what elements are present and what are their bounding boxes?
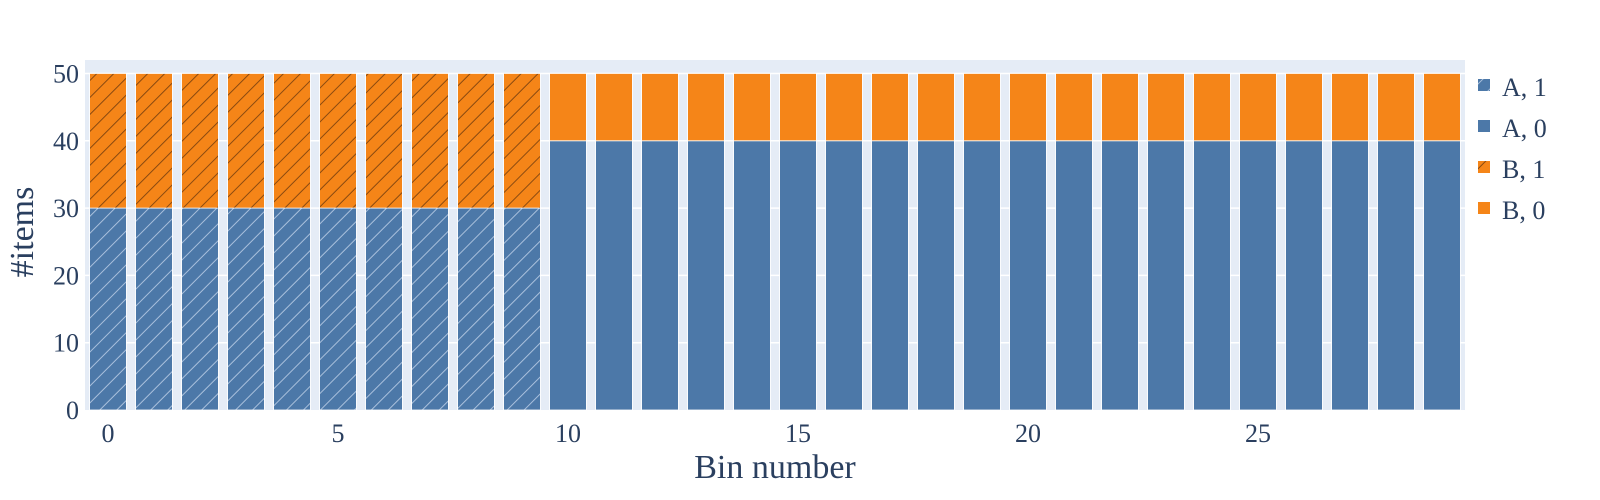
bar-segment: [917, 140, 955, 411]
legend-swatch: [1478, 120, 1490, 132]
bar-segment: [1239, 140, 1277, 411]
bar-segment: [273, 73, 311, 209]
bar-segment: [89, 207, 127, 411]
bar-segment: [227, 207, 265, 411]
bar-segment: [1147, 140, 1185, 411]
y-gridlines: [85, 72, 1465, 344]
bar-segment: [1377, 140, 1415, 411]
x-tick-label: 0: [102, 419, 115, 448]
x-tick-label: 10: [555, 419, 581, 448]
bar-segment: [1055, 73, 1093, 142]
bar-segment: [1285, 140, 1323, 411]
bar-segment: [549, 140, 587, 411]
bar-segment: [687, 73, 725, 142]
bars-group: [89, 73, 1461, 411]
bar-segment: [825, 73, 863, 142]
legend: A, 1 A, 0 B, 1 B, 0: [1478, 73, 1547, 225]
bar-segment: [779, 140, 817, 411]
bar-segment: [319, 207, 357, 411]
bar-segment: [89, 73, 127, 209]
bar-segment: [319, 73, 357, 209]
legend-label: B, 1: [1502, 155, 1545, 184]
bar-segment: [779, 73, 817, 142]
bar-segment: [411, 207, 449, 411]
legend-label: A, 1: [1502, 73, 1547, 102]
bar-segment: [1331, 73, 1369, 142]
bar-segment: [1423, 73, 1461, 142]
bar-segment: [687, 140, 725, 411]
bar-segment: [871, 140, 909, 411]
y-axis-title: #items: [4, 187, 41, 278]
bar-segment: [733, 73, 771, 142]
bar-segment: [871, 73, 909, 142]
bar-segment: [825, 140, 863, 411]
legend-item[interactable]: A, 0: [1478, 114, 1547, 143]
y-tick-label: 0: [66, 396, 79, 425]
legend-swatch: [1478, 161, 1490, 173]
bar-segment: [733, 140, 771, 411]
bar-segment: [1147, 73, 1185, 142]
x-tick-label: 5: [332, 419, 345, 448]
bar-segment: [641, 73, 679, 142]
bar-segment: [135, 73, 173, 209]
bar-segment: [549, 73, 587, 142]
bar-segment: [963, 73, 1001, 142]
y-tick-label: 30: [53, 194, 79, 223]
legend-item[interactable]: B, 0: [1478, 196, 1545, 225]
bar-segment: [917, 73, 955, 142]
legend-label: A, 0: [1502, 114, 1547, 143]
legend-item[interactable]: A, 1: [1478, 73, 1547, 102]
x-tick-label: 25: [1245, 419, 1271, 448]
legend-label: B, 0: [1502, 196, 1545, 225]
bar-segment: [1193, 140, 1231, 411]
bar-segment: [1193, 73, 1231, 142]
y-tick-label: 20: [53, 261, 79, 290]
bar-segment: [1423, 140, 1461, 411]
bar-segment: [227, 73, 265, 209]
y-tick-label: 10: [53, 329, 79, 358]
bar-segment: [1009, 73, 1047, 142]
bar-segment: [411, 73, 449, 209]
y-tick-label: 40: [53, 127, 79, 156]
bar-segment: [181, 73, 219, 209]
bar-segment: [641, 140, 679, 411]
legend-swatch: [1478, 202, 1490, 214]
bar-segment: [595, 73, 633, 142]
legend-swatch: [1478, 79, 1490, 91]
bar-segment: [1377, 73, 1415, 142]
x-tick-label: 20: [1015, 419, 1041, 448]
bar-segment: [273, 207, 311, 411]
bar-segment: [963, 140, 1001, 411]
bar-segment: [1239, 73, 1277, 142]
plot-background: [85, 60, 1465, 410]
bar-segment: [1101, 140, 1139, 411]
y-tick-label: 50: [53, 59, 79, 88]
x-tick-label: 15: [785, 419, 811, 448]
bar-segment: [503, 73, 541, 209]
bar-segment: [1285, 73, 1323, 142]
bar-segment: [1009, 140, 1047, 411]
bar-segment: [595, 140, 633, 411]
bar-segment: [365, 207, 403, 411]
legend-item[interactable]: B, 1: [1478, 155, 1545, 184]
x-axis-title: Bin number: [694, 449, 856, 486]
y-tick-labels: 0 10 20 30 40 50: [53, 59, 79, 425]
bar-segment: [457, 207, 495, 411]
bar-segment: [457, 73, 495, 209]
bar-segment: [1101, 73, 1139, 142]
bar-segment: [1055, 140, 1093, 411]
bar-segment: [135, 207, 173, 411]
bar-segment: [365, 73, 403, 209]
bar-segment: [503, 207, 541, 411]
bar-segment: [1331, 140, 1369, 411]
bar-segment: [181, 207, 219, 411]
x-tick-labels: 0 5 10 15 20 25: [102, 419, 1272, 448]
